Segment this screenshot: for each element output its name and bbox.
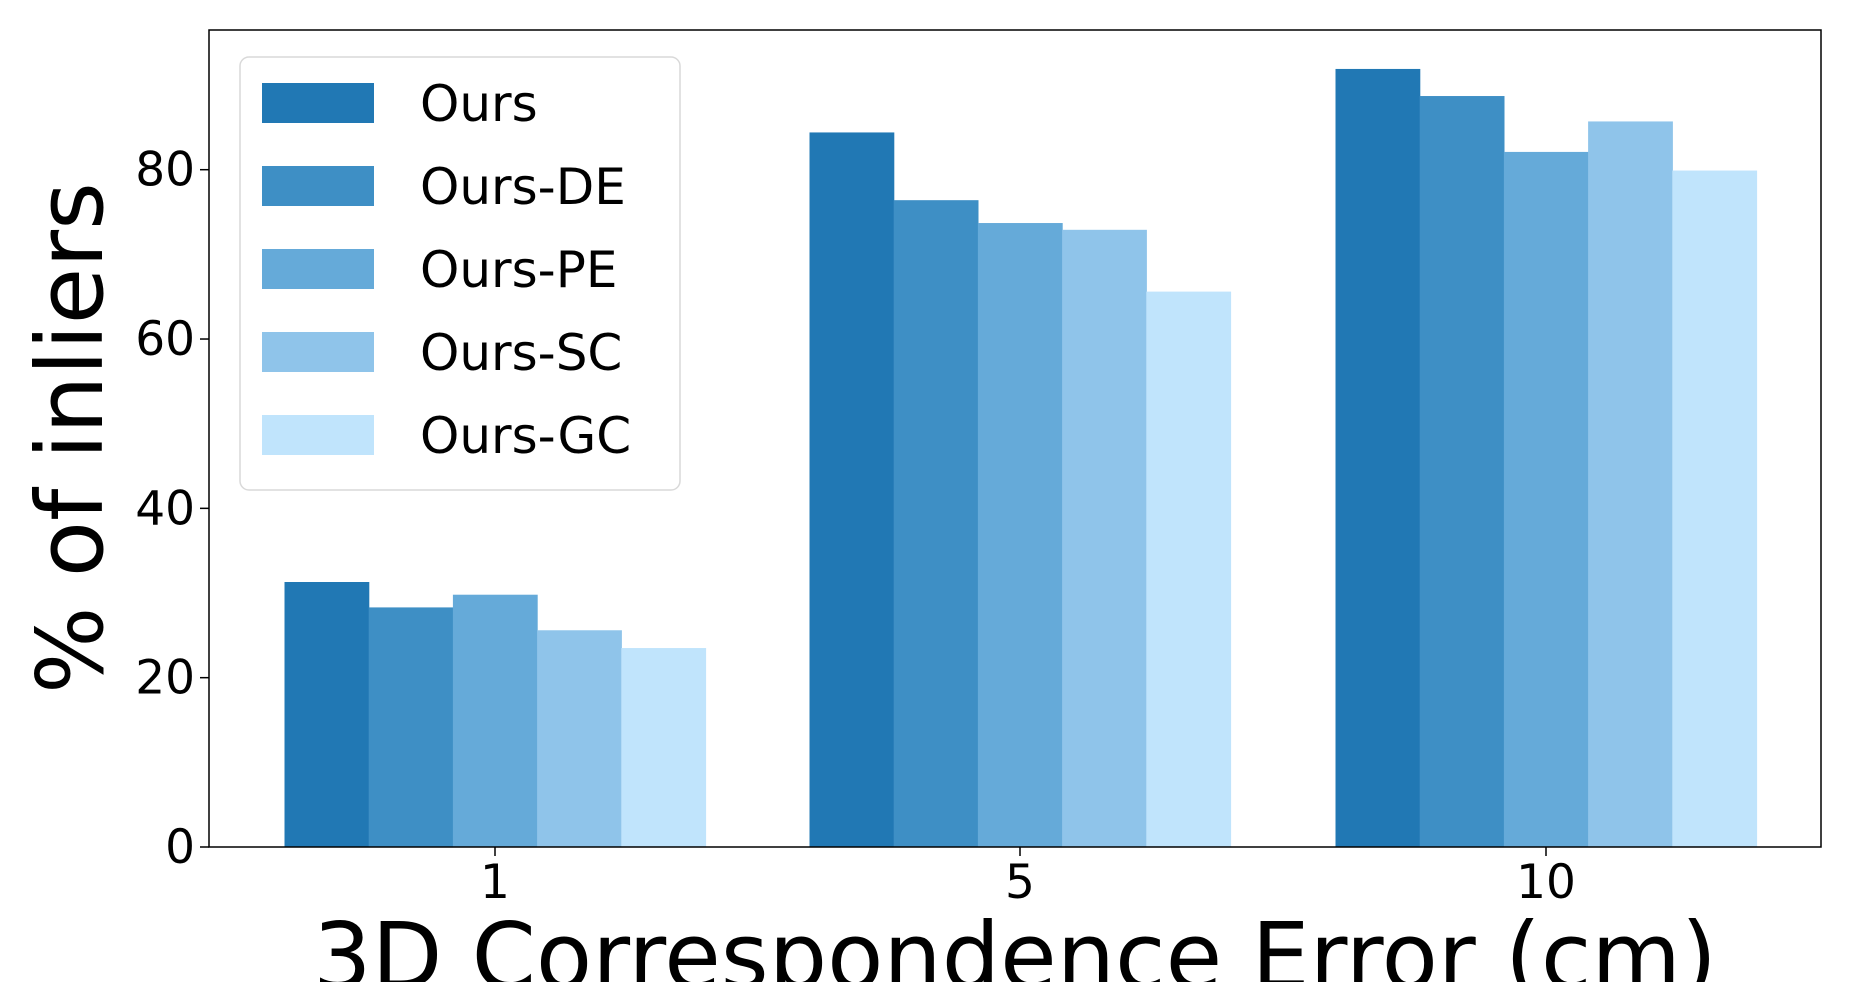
y-tick-label-0: 0 bbox=[165, 820, 195, 875]
x-tick-label-5: 5 bbox=[1005, 855, 1035, 910]
y-axis: 0 20 40 60 80 bbox=[135, 143, 209, 875]
bar-ours-5 bbox=[809, 132, 895, 847]
bar-ours-sc-1 bbox=[537, 630, 622, 847]
y-tick-label-80: 80 bbox=[135, 143, 195, 198]
bar-ours-10 bbox=[1335, 68, 1421, 848]
bar-ours-pe-10 bbox=[1503, 151, 1589, 847]
bar-ours-de-10 bbox=[1419, 96, 1505, 848]
bar-ours-pe-1 bbox=[452, 594, 538, 847]
legend-swatch-ours-gc bbox=[262, 415, 374, 455]
x-axis-label: 3D Correspondence Error (cm) bbox=[313, 903, 1717, 982]
y-tick-label-40: 40 bbox=[135, 481, 195, 536]
bar-ours-sc-5 bbox=[1062, 229, 1147, 847]
legend-box bbox=[239, 56, 681, 491]
bar-ours-gc-10 bbox=[1672, 170, 1758, 847]
x-axis: 1 5 10 bbox=[480, 847, 1576, 910]
bar-ours-pe-5 bbox=[977, 223, 1063, 848]
y-axis-label: % of inliers bbox=[17, 182, 124, 694]
bar-ours-sc-10 bbox=[1588, 121, 1673, 847]
bar-ours-gc-1 bbox=[621, 648, 707, 847]
legend-label-ours-gc: Ours-GC bbox=[420, 407, 631, 465]
legend-swatch-ours-pe bbox=[262, 249, 374, 289]
legend-swatch-ours-sc bbox=[262, 332, 374, 372]
bars-layer bbox=[284, 68, 1758, 848]
y-tick-label-20: 20 bbox=[135, 651, 195, 706]
x-tick-label-1: 1 bbox=[480, 855, 510, 910]
legend-swatch-ours bbox=[262, 83, 374, 123]
plot-area-frame bbox=[208, 29, 1822, 848]
legend-label-ours: Ours bbox=[420, 75, 538, 133]
bar-ours-1 bbox=[284, 582, 370, 847]
legend-label-ours-pe: Ours-PE bbox=[420, 241, 617, 299]
bar-ours-de-1 bbox=[368, 607, 454, 847]
bar-ours-de-5 bbox=[893, 200, 979, 848]
bar-ours-gc-5 bbox=[1146, 291, 1232, 847]
y-tick-label-60: 60 bbox=[135, 312, 195, 367]
legend-label-ours-sc: Ours-SC bbox=[420, 324, 622, 382]
legend: Ours Ours-DE Ours-PE Ours-SC Ours-GC bbox=[239, 56, 681, 491]
x-tick-label-10: 10 bbox=[1516, 855, 1576, 910]
legend-label-ours-de: Ours-DE bbox=[420, 158, 626, 216]
legend-swatch-ours-de bbox=[262, 166, 374, 206]
